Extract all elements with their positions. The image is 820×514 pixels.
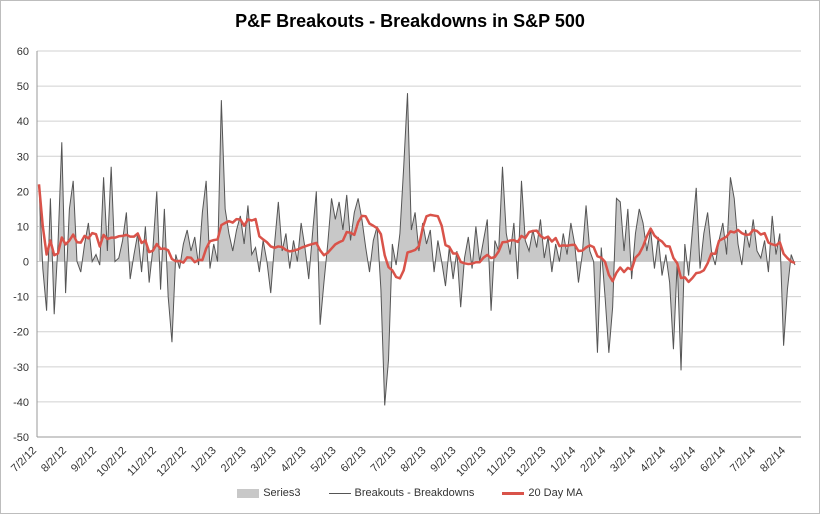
legend-label-ma: 20 Day MA (528, 487, 583, 499)
x-tick-label: 11/2/13 (485, 445, 519, 479)
x-tick-label: 3/2/14 (608, 445, 638, 475)
legend-label-breakouts: Breakouts - Breakdowns (354, 487, 475, 499)
y-tick-label: 50 (17, 81, 29, 93)
legend-item-ma: 20 Day MA (502, 487, 583, 499)
x-tick-label: 2/2/13 (219, 445, 249, 475)
y-tick-label: -50 (13, 432, 29, 444)
x-tick-label: 8/2/14 (758, 445, 788, 475)
y-tick-label: 60 (17, 46, 29, 58)
legend-item-series3: Series3 (237, 487, 301, 499)
y-tick-label: -20 (13, 327, 29, 339)
x-tick-label: 7/2/14 (728, 445, 758, 475)
x-tick-label: 10/2/13 (454, 445, 488, 479)
y-tick-label: 0 (23, 257, 29, 269)
legend: Series3 Breakouts - Breakdowns 20 Day MA (1, 487, 819, 499)
legend-label-series3: Series3 (263, 487, 301, 499)
x-tick-label: 1/2/14 (548, 445, 578, 475)
x-tick-label: 4/2/14 (638, 445, 668, 475)
x-tick-label: 12/2/12 (154, 445, 188, 479)
y-tick-label: 20 (17, 186, 29, 198)
x-tick-label: 1/2/13 (189, 445, 219, 475)
x-tick-label: 7/2/12 (9, 445, 39, 475)
x-tick-label: 8/2/13 (398, 445, 428, 475)
x-tick-label: 5/2/13 (309, 445, 339, 475)
y-tick-label: 30 (17, 151, 29, 163)
x-tick-label: 7/2/13 (369, 445, 399, 475)
y-tick-label: -30 (13, 362, 29, 374)
breakouts-line (38, 93, 796, 406)
legend-swatch-breakouts (328, 492, 351, 494)
x-tick-label: 11/2/12 (125, 445, 159, 479)
x-tick-label: 6/2/13 (339, 445, 369, 475)
x-tick-label: 4/2/13 (279, 445, 309, 475)
legend-item-breakouts: Breakouts - Breakdowns (328, 487, 475, 499)
y-tick-label: 40 (17, 116, 29, 128)
x-tick-label: 3/2/13 (249, 445, 279, 475)
x-tick-label: 12/2/13 (514, 445, 548, 479)
ma-line (37, 184, 796, 284)
y-tick-label: -10 (13, 292, 29, 304)
x-tick-label: 5/2/14 (668, 445, 698, 475)
legend-swatch-series3 (237, 488, 260, 498)
x-tick-label: 10/2/12 (95, 445, 129, 479)
chart-title: P&F Breakouts - Breakdowns in S&P 500 (235, 11, 585, 31)
x-tick-label: 8/2/12 (39, 445, 69, 475)
x-tick-label: 6/2/14 (698, 445, 728, 475)
y-tick-label: 10 (17, 221, 29, 233)
y-tick-label: -40 (13, 397, 29, 409)
x-tick-label: 2/2/14 (578, 445, 608, 475)
legend-swatch-ma (502, 491, 525, 495)
